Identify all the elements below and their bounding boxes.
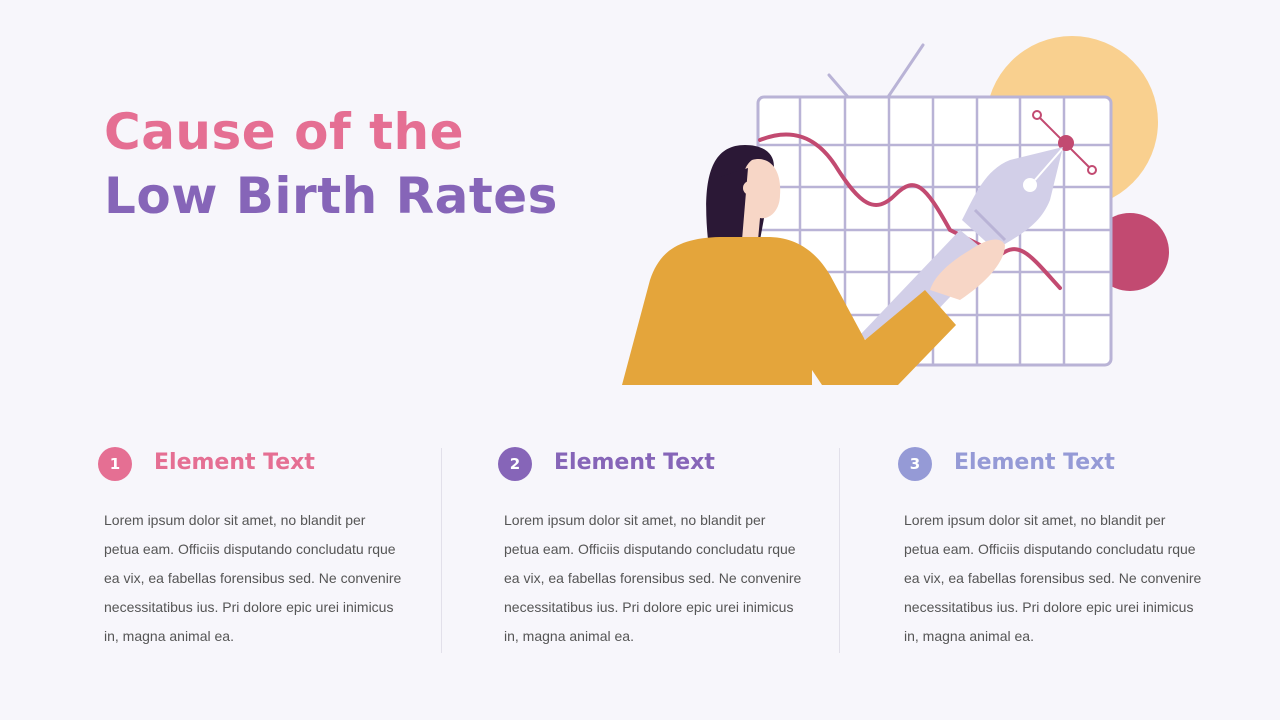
column-divider-2 bbox=[839, 448, 840, 653]
element-body: Lorem ipsum dolor sit amet, no blandit p… bbox=[504, 512, 802, 644]
page-title: Cause of the Low Birth Rates bbox=[104, 100, 558, 228]
element-body: Lorem ipsum dolor sit amet, no blandit p… bbox=[904, 512, 1202, 644]
element-body: Lorem ipsum dolor sit amet, no blandit p… bbox=[104, 512, 402, 644]
number-badge: 2 bbox=[498, 447, 532, 481]
woman-drawing-chart-illustration bbox=[622, 36, 1169, 385]
title-line-2: Low Birth Rates bbox=[104, 167, 558, 225]
bezier-handle bbox=[1032, 110, 1097, 175]
element-heading: Element Text bbox=[954, 450, 1115, 475]
chart-curve bbox=[758, 132, 1062, 290]
number-badge: 1 bbox=[98, 447, 132, 481]
element-heading: Element Text bbox=[554, 450, 715, 475]
number-badge: 3 bbox=[898, 447, 932, 481]
element-heading: Element Text bbox=[154, 450, 315, 475]
woman-figure bbox=[622, 145, 1005, 385]
column-divider-1 bbox=[441, 448, 442, 653]
title-line-1: Cause of the bbox=[104, 103, 465, 161]
easel-legs bbox=[827, 43, 925, 99]
